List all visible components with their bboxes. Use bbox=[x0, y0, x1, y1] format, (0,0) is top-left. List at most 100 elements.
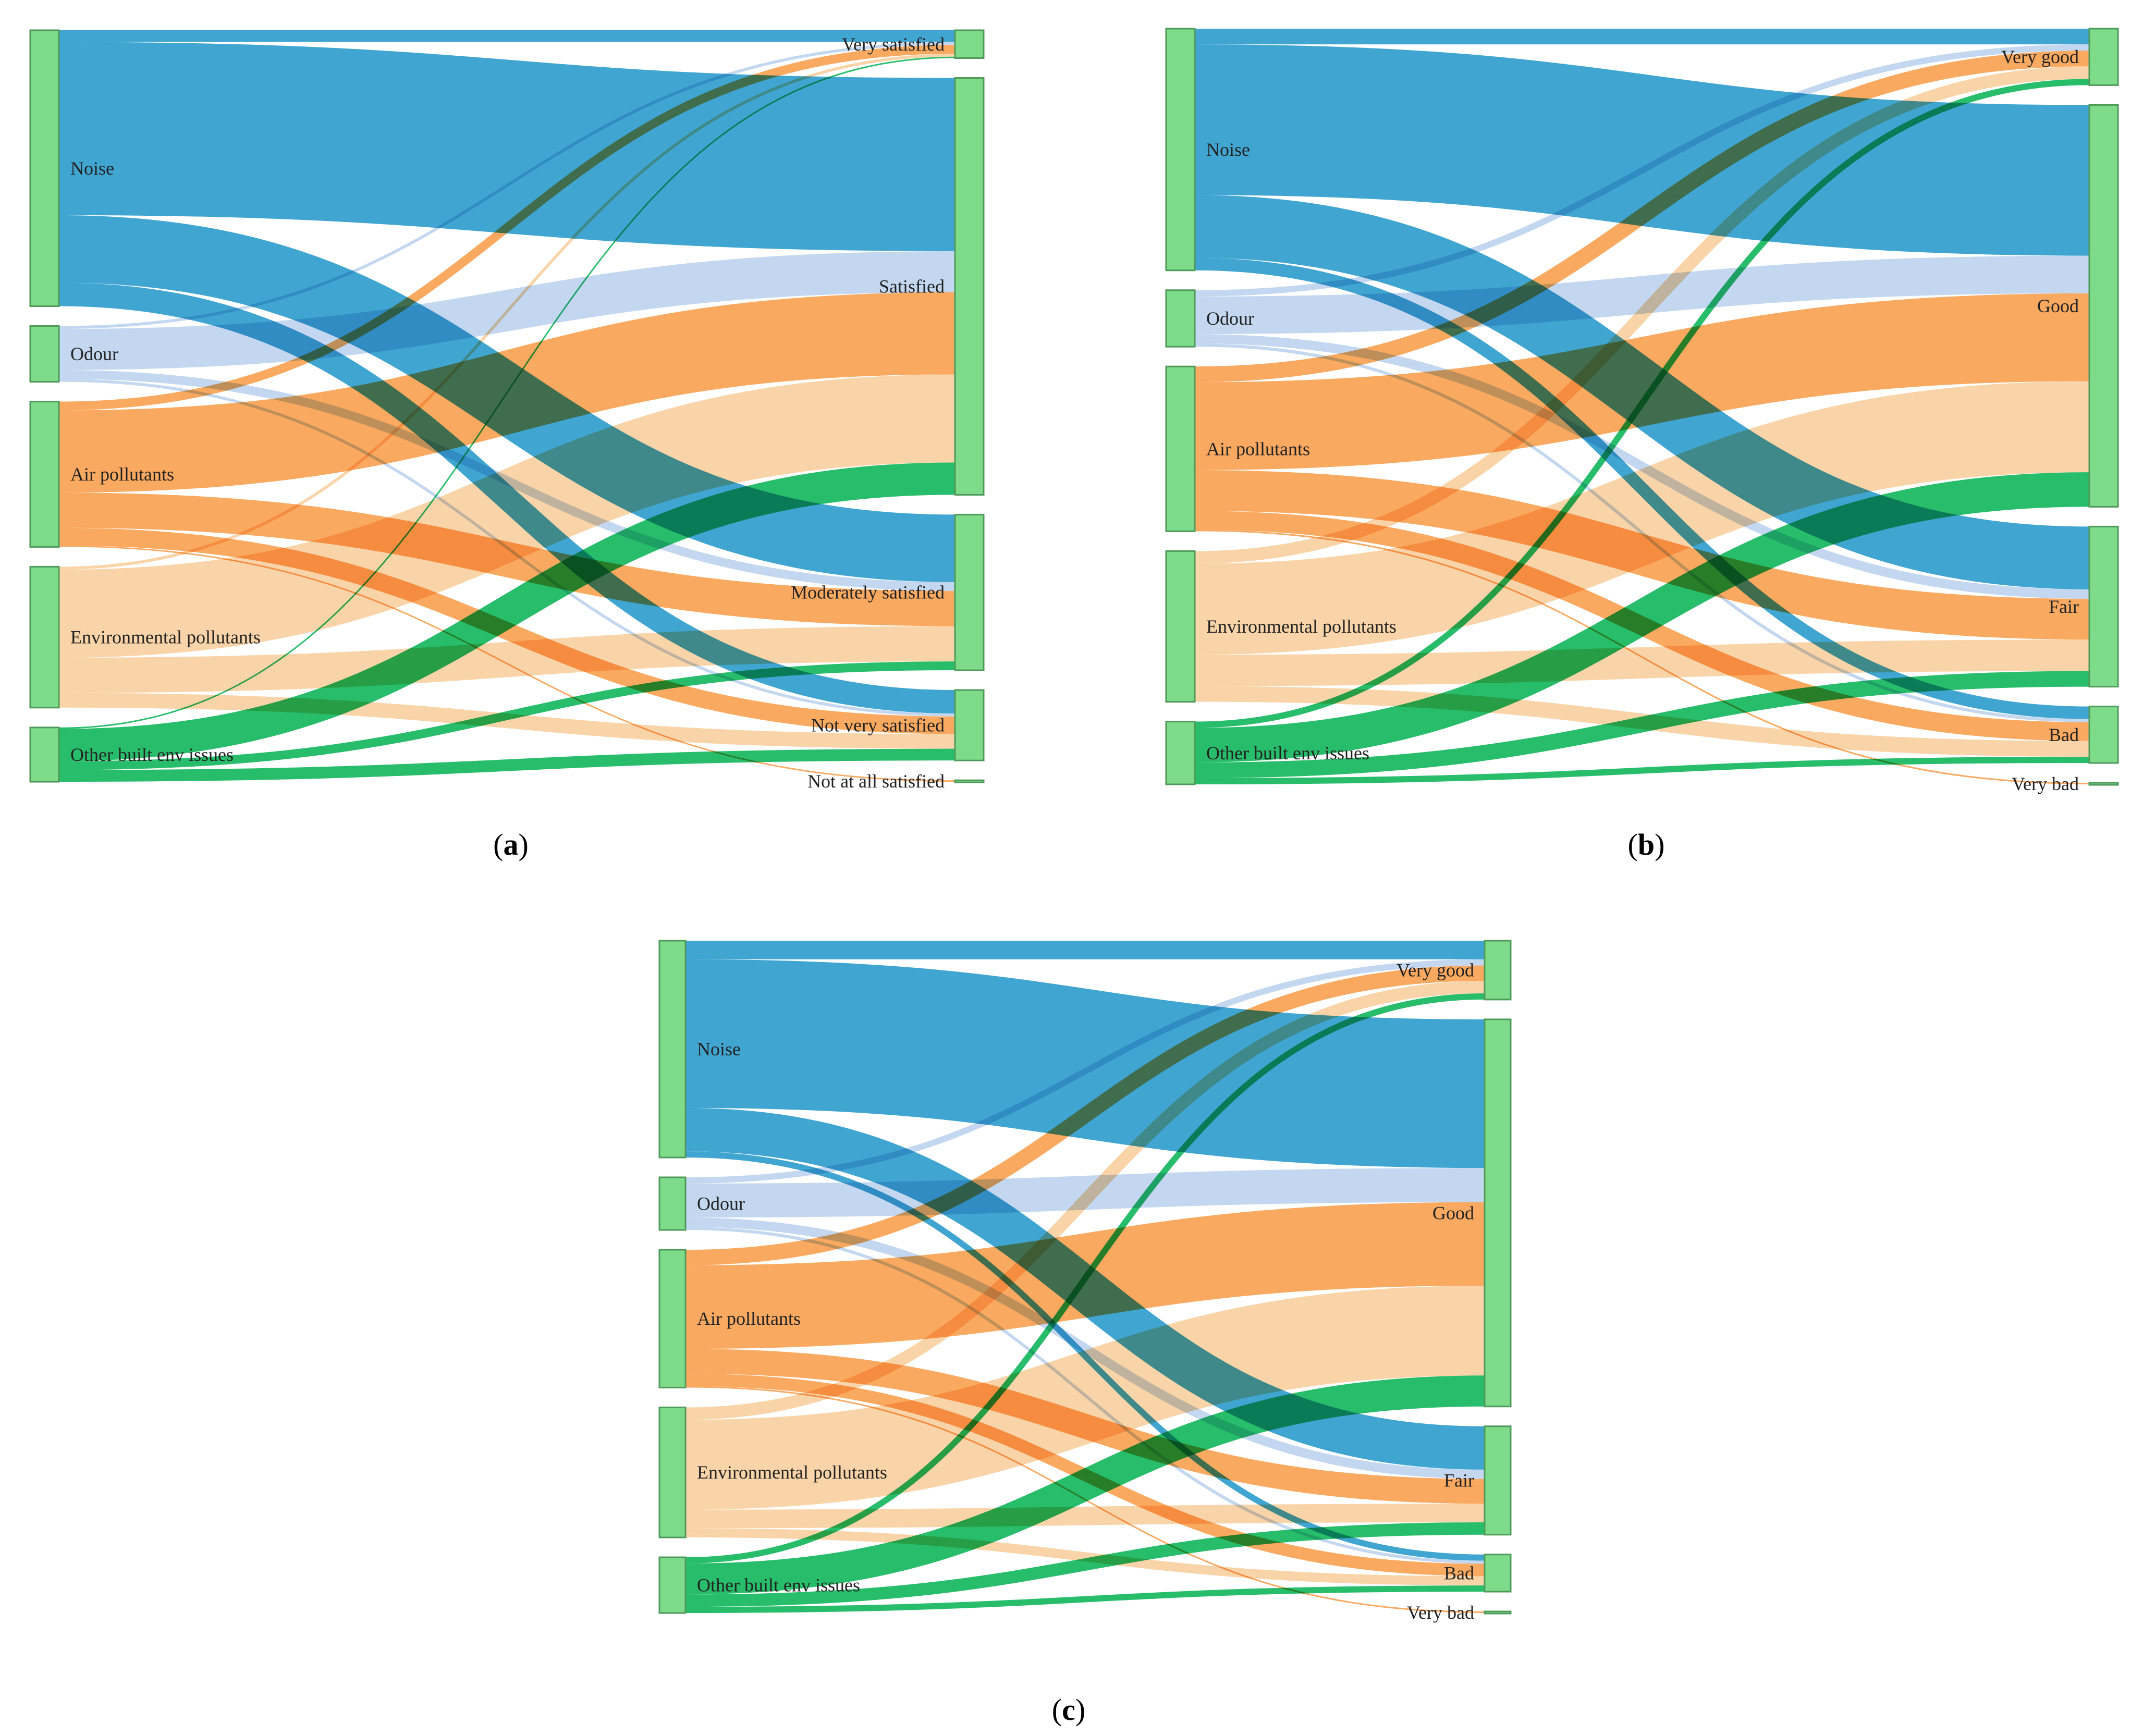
source-node-environmental-pollutants bbox=[29, 565, 60, 709]
source-node-odour bbox=[29, 325, 60, 383]
source-label-odour: Odour bbox=[697, 1193, 745, 1214]
target-node-very-bad bbox=[1484, 1610, 1512, 1615]
source-label-other-built-env-issues: Other built env issues bbox=[1206, 743, 1369, 764]
source-node-environmental-pollutants bbox=[1165, 550, 1196, 703]
link-environmental-pollutants-to-fair bbox=[685, 1504, 1485, 1529]
link-odour-to-very-satisfied bbox=[58, 42, 956, 329]
source-node-other-built-env-issues bbox=[1165, 721, 1196, 785]
target-label-good: Good bbox=[1432, 1202, 1474, 1223]
link-noise-to-satisfied bbox=[58, 42, 956, 251]
target-node-very-bad bbox=[2088, 782, 2119, 786]
target-label-satisfied: Satisfied bbox=[879, 276, 945, 297]
target-node-fair bbox=[1484, 1425, 1512, 1536]
target-node-not-at-all-satisfied bbox=[954, 779, 985, 783]
link-other-built-env-issues-to-good bbox=[1194, 472, 2090, 762]
link-environmental-pollutants-to-good bbox=[685, 1285, 1485, 1510]
source-label-environmental-pollutants: Environmental pollutants bbox=[70, 627, 261, 648]
target-label-bad: Bad bbox=[1444, 1562, 1474, 1583]
source-label-noise: Noise bbox=[1206, 139, 1250, 160]
source-node-air-pollutants bbox=[29, 401, 60, 548]
target-label-moderately-satisfied: Moderately satisfied bbox=[791, 582, 945, 603]
target-label-very-bad: Very bad bbox=[1407, 1602, 1474, 1623]
target-label-fair: Fair bbox=[2049, 596, 2079, 617]
source-label-environmental-pollutants: Environmental pollutants bbox=[1206, 616, 1397, 637]
source-label-odour: Odour bbox=[70, 343, 118, 364]
target-label-not-very-satisfied: Not very satisfied bbox=[811, 715, 945, 736]
link-environmental-pollutants-to-very-good bbox=[685, 981, 1485, 1420]
target-node-moderately-satisfied bbox=[954, 513, 985, 671]
panel-c-caption: (c) bbox=[1052, 1693, 1085, 1727]
source-node-noise bbox=[658, 940, 687, 1159]
source-node-environmental-pollutants bbox=[658, 1406, 687, 1538]
target-label-good: Good bbox=[2037, 296, 2079, 316]
target-node-very-good bbox=[1484, 940, 1512, 1001]
target-node-not-very-satisfied bbox=[954, 689, 985, 761]
source-node-odour bbox=[658, 1176, 687, 1231]
link-air-pollutants-to-good bbox=[1194, 293, 2090, 470]
links bbox=[685, 941, 1485, 1614]
link-odour-to-good bbox=[1194, 255, 2090, 335]
link-other-built-env-issues-to-good bbox=[685, 1375, 1485, 1595]
target-label-not-at-all-satisfied: Not at all satisfied bbox=[807, 771, 945, 792]
source-label-noise: Noise bbox=[70, 158, 114, 179]
link-air-pollutants-to-not-very-satisfied bbox=[58, 527, 956, 734]
link-other-built-env-issues-to-moderately-satisfied bbox=[58, 661, 956, 770]
link-air-pollutants-to-very-good bbox=[1194, 51, 2090, 383]
link-environmental-pollutants-to-very-good bbox=[1194, 66, 2090, 564]
link-other-built-env-issues-to-very-good bbox=[1194, 79, 2090, 728]
link-other-built-env-issues-to-fair bbox=[685, 1522, 1485, 1607]
source-label-air-pollutants: Air pollutants bbox=[70, 464, 174, 485]
target-node-bad bbox=[1484, 1554, 1512, 1593]
link-other-built-env-issues-to-not-very-satisfied bbox=[58, 748, 956, 782]
link-odour-to-very-good bbox=[685, 959, 1485, 1184]
target-node-very-satisfied bbox=[954, 29, 985, 59]
target-label-fair: Fair bbox=[1444, 1470, 1474, 1491]
link-environmental-pollutants-to-bad bbox=[685, 1528, 1485, 1586]
link-other-built-env-issues-to-fair bbox=[1194, 671, 2090, 778]
link-air-pollutants-to-very-good bbox=[685, 965, 1485, 1265]
source-node-air-pollutants bbox=[1165, 365, 1196, 532]
source-node-other-built-env-issues bbox=[658, 1556, 687, 1614]
link-environmental-pollutants-to-good bbox=[1194, 381, 2090, 655]
panel-a-caption: (a) bbox=[493, 828, 529, 861]
target-node-bad bbox=[2088, 706, 2119, 764]
source-label-air-pollutants: Air pollutants bbox=[697, 1308, 801, 1329]
source-label-other-built-env-issues: Other built env issues bbox=[70, 744, 234, 765]
link-noise-to-good bbox=[685, 959, 1485, 1168]
target-label-very-good: Very good bbox=[2001, 46, 2079, 67]
source-node-noise bbox=[29, 29, 60, 307]
source-label-air-pollutants: Air pollutants bbox=[1206, 438, 1310, 459]
source-label-odour: Odour bbox=[1206, 308, 1254, 329]
source-node-air-pollutants bbox=[658, 1249, 687, 1388]
link-environmental-pollutants-to-very-satisfied bbox=[58, 54, 956, 570]
link-environmental-pollutants-to-moderately-satisfied bbox=[58, 626, 956, 693]
target-node-satisfied bbox=[954, 77, 985, 496]
target-node-fair bbox=[2088, 525, 2119, 688]
target-label-very-good: Very good bbox=[1397, 959, 1474, 980]
panel-b: Noise Odour Air pollutants Environmental po… bbox=[1165, 28, 2119, 794]
source-node-other-built-env-issues bbox=[29, 727, 60, 783]
link-air-pollutants-to-very-satisfied bbox=[58, 45, 956, 411]
panel-a: Noise Odour Air pollutants Environmental po… bbox=[29, 29, 985, 792]
target-label-bad: Bad bbox=[2049, 724, 2079, 745]
source-label-environmental-pollutants: Environmental pollutants bbox=[697, 1462, 887, 1483]
target-label-very-bad: Very bad bbox=[2012, 773, 2079, 794]
target-node-good bbox=[1484, 1018, 1512, 1408]
link-other-built-env-issues-to-bad bbox=[685, 1585, 1485, 1614]
panel-c: Noise Odour Air pollutants Environmental po… bbox=[658, 940, 1512, 1623]
link-environmental-pollutants-to-satisfied bbox=[58, 374, 956, 658]
source-node-noise bbox=[1165, 28, 1196, 272]
link-environmental-pollutants-to-fair bbox=[1194, 639, 2090, 686]
links bbox=[58, 30, 956, 782]
target-label-very-satisfied: Very satisfied bbox=[842, 34, 945, 55]
link-other-built-env-issues-to-bad bbox=[1194, 756, 2090, 785]
link-other-built-env-issues-to-satisfied bbox=[58, 462, 956, 761]
link-odour-to-very-good bbox=[1194, 44, 2090, 297]
link-noise-to-good bbox=[1194, 44, 2090, 256]
source-label-other-built-env-issues: Other built env issues bbox=[697, 1575, 860, 1596]
source-label-noise: Noise bbox=[697, 1039, 741, 1060]
link-other-built-env-issues-to-very-satisfied bbox=[58, 56, 956, 729]
target-node-good bbox=[2088, 104, 2119, 508]
source-node-odour bbox=[1165, 289, 1196, 348]
